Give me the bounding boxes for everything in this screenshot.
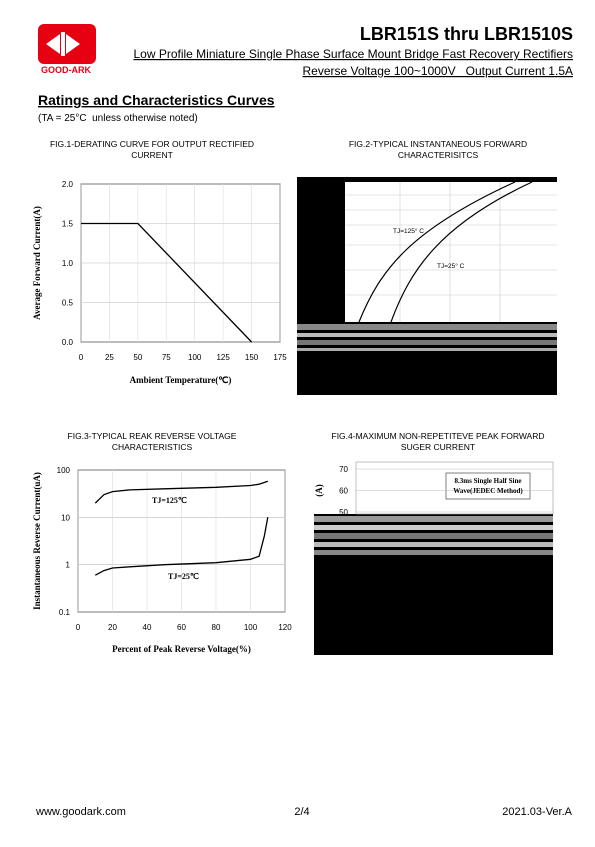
figure-caption: SUGER CURRENT: [401, 442, 475, 452]
logo-text: GOOD-ARK: [41, 65, 91, 75]
y-axis-label: (A): [314, 484, 324, 497]
curve: [94, 480, 269, 504]
fig4-image: [314, 460, 554, 655]
specs: Reverse Voltage 100~1000V Output Current…: [302, 64, 573, 78]
x-tick-label: 60: [177, 623, 186, 632]
y-tick-label: 70: [339, 465, 348, 474]
annotation: TJ=125° C: [393, 227, 424, 235]
x-tick-label: 75: [162, 353, 171, 362]
footer-page: 2/4: [294, 806, 309, 818]
fig2-image: [297, 177, 557, 395]
y-tick-label: 0.0: [62, 338, 74, 347]
y-tick-label: 50: [339, 508, 348, 517]
y-axis-label: Instantaneous Reverse Current(uA): [32, 472, 42, 610]
y-tick-label: 0.1: [59, 608, 71, 617]
y-tick-label: 100: [57, 466, 71, 475]
figure-caption: CURRENT: [131, 150, 173, 160]
x-tick-label: 80: [212, 623, 221, 632]
curve: [81, 222, 253, 343]
annotation: Wave(JEDEC Method): [453, 487, 523, 495]
y-tick-label: 1.5: [62, 220, 74, 229]
x-tick-label: 40: [143, 623, 152, 632]
x-tick-label: 100: [188, 353, 202, 362]
x-tick-label: 0: [79, 353, 84, 362]
x-tick-label: 125: [216, 353, 230, 362]
annotation: 8.3ms Single Half Sine: [455, 477, 522, 485]
figure-caption: FIG.4-MAXIMUM NON-REPETITEVE PEAK FORWAR…: [332, 431, 545, 441]
section-title: Ratings and Characteristics Curves: [38, 92, 275, 108]
y-tick-label: 1.0: [62, 259, 74, 268]
y-axis-label: Average Forward Current(A): [32, 206, 42, 320]
x-tick-label: 150: [245, 353, 259, 362]
curve: [94, 517, 269, 576]
x-tick-label: 0: [76, 623, 81, 632]
y-tick-label: 2.0: [62, 180, 74, 189]
figure-caption: FIG.2-TYPICAL INSTANTANEOUS FORWARD: [349, 139, 527, 149]
note: (TA = 25°C unless otherwise noted): [38, 113, 198, 124]
x-axis-label: Percent of Peak Reverse Voltage(%): [112, 644, 251, 654]
footer-website: www.goodark.com: [35, 806, 126, 818]
x-tick-label: 120: [278, 623, 292, 632]
title: LBR151S thru LBR1510S: [360, 24, 573, 44]
figure-caption: FIG.1-DERATING CURVE FOR OUTPUT RECTIFIE…: [50, 139, 254, 149]
y-tick-label: 1: [66, 561, 71, 570]
x-tick-label: 175: [273, 353, 287, 362]
curve-label: TJ=25℃: [168, 572, 199, 581]
y-tick-label: 60: [339, 487, 348, 496]
y-tick-label: 0.5: [62, 299, 74, 308]
annotation: TJ=25° C: [437, 262, 465, 270]
x-tick-label: 50: [133, 353, 142, 362]
x-tick-label: 25: [105, 353, 114, 362]
footer-version: 2021.03-Ver.A: [502, 806, 572, 818]
logo: GOOD-ARK: [38, 24, 96, 75]
x-axis-label: Ambient Temperature(℃): [130, 375, 232, 385]
subtitle: Low Profile Miniature Single Phase Surfa…: [133, 47, 573, 61]
y-tick-label: 10: [61, 513, 70, 522]
x-tick-label: 100: [244, 623, 258, 632]
curve-label: TJ=125℃: [152, 496, 187, 505]
figure-caption: CHARACTERISITCS: [398, 150, 479, 160]
x-tick-label: 20: [108, 623, 117, 632]
figure-caption: FIG.3-TYPICAL REAK REVERSE VOLTAGE: [68, 431, 237, 441]
figure-caption: CHARACTERISTICS: [112, 442, 193, 452]
